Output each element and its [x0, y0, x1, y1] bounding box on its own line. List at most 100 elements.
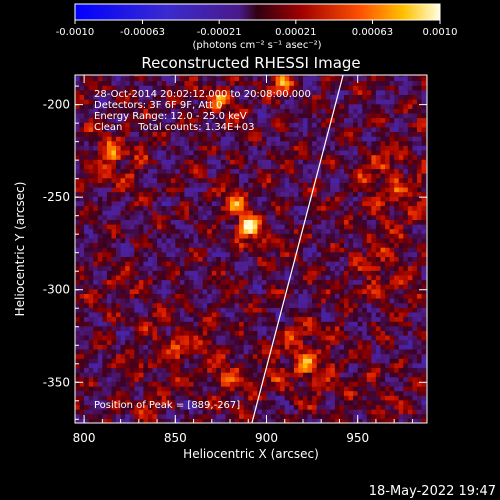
- heatmap-cell: [97, 279, 103, 285]
- heatmap-cell: [298, 126, 304, 132]
- heatmap-cell: [344, 191, 350, 197]
- heatmap-cell: [275, 200, 281, 207]
- heatmap-cell: [102, 284, 108, 290]
- heatmap-cell: [298, 321, 304, 327]
- heatmap-cell: [161, 150, 167, 156]
- heatmap-cell: [243, 399, 249, 406]
- heatmap-cell: [334, 298, 341, 304]
- heatmap-cell: [225, 349, 231, 355]
- heatmap-cell: [84, 390, 90, 396]
- heatmap-cell: [339, 140, 345, 146]
- heatmap-cell: [111, 288, 117, 294]
- heatmap-cell: [106, 335, 113, 341]
- heatmap-cell: [234, 187, 240, 193]
- heatmap-cell: [116, 191, 122, 197]
- heatmap-cell: [334, 381, 341, 387]
- heatmap-cell: [120, 339, 126, 345]
- heatmap-cell: [189, 330, 195, 336]
- heatmap-cell: [248, 99, 254, 105]
- heatmap-cell: [271, 182, 277, 188]
- heatmap-cell: [170, 75, 176, 82]
- heatmap-cell: [102, 200, 108, 207]
- heatmap-cell: [88, 214, 94, 220]
- heatmap-cell: [353, 330, 359, 336]
- heatmap-cell: [93, 247, 99, 253]
- heatmap-cell: [211, 390, 217, 396]
- heatmap-cell: [298, 85, 304, 91]
- heatmap-cell: [116, 413, 122, 419]
- heatmap-cell: [125, 325, 131, 331]
- heatmap-cell: [84, 80, 90, 86]
- heatmap-cell: [230, 367, 236, 373]
- heatmap-cell: [166, 85, 172, 91]
- heatmap-cell: [371, 376, 377, 382]
- heatmap-cell: [230, 103, 236, 109]
- heatmap-cell: [339, 413, 345, 419]
- heatmap-cell: [280, 325, 286, 331]
- heatmap-cell: [275, 293, 281, 299]
- heatmap-cell: [344, 247, 350, 253]
- heatmap-cell: [111, 117, 117, 123]
- heatmap-cell: [225, 418, 231, 423]
- heatmap-cell: [234, 339, 240, 345]
- heatmap-cell: [366, 159, 372, 165]
- heatmap-cell: [298, 75, 304, 82]
- heatmap-cell: [179, 200, 186, 207]
- heatmap-cell: [307, 376, 313, 382]
- heatmap-cell: [111, 404, 117, 410]
- heatmap-cell: [280, 404, 286, 410]
- heatmap-cell: [334, 279, 341, 285]
- heatmap-cell: [275, 251, 281, 257]
- heatmap-cell: [202, 205, 208, 211]
- heatmap-cell: [202, 284, 208, 290]
- heatmap-cell: [303, 205, 309, 211]
- heatmap-cell: [116, 205, 122, 211]
- heatmap-cell: [348, 75, 354, 82]
- heatmap-cell: [293, 270, 300, 276]
- heatmap-cell: [198, 293, 204, 299]
- heatmap-cell: [316, 117, 322, 123]
- heatmap-cell: [125, 136, 131, 142]
- heatmap-cell: [148, 126, 154, 132]
- heatmap-cell: [252, 288, 258, 294]
- heatmap-cell: [325, 261, 331, 267]
- heatmap-cell: [316, 112, 322, 119]
- heatmap-cell: [170, 108, 176, 114]
- heatmap-cell: [293, 413, 300, 419]
- heatmap-cell: [280, 200, 286, 207]
- heatmap-cell: [325, 233, 331, 239]
- heatmap-cell: [252, 99, 258, 105]
- heatmap-cell: [152, 163, 158, 170]
- heatmap-cell: [211, 228, 217, 234]
- heatmap-cell: [161, 330, 167, 336]
- heatmap-cell: [275, 145, 281, 151]
- heatmap-cell: [88, 219, 94, 225]
- heatmap-cell: [175, 381, 181, 387]
- heatmap-cell: [102, 325, 108, 331]
- heatmap-cell: [216, 298, 222, 304]
- heatmap-cell: [161, 112, 167, 119]
- heatmap-cell: [157, 288, 163, 294]
- heatmap-cell: [293, 242, 300, 248]
- heatmap-cell: [362, 404, 368, 410]
- heatmap-cell: [157, 284, 163, 290]
- heatmap-cell: [106, 381, 113, 387]
- heatmap-cell: [344, 302, 350, 308]
- heatmap-cell: [280, 293, 286, 299]
- heatmap-cell: [330, 80, 336, 86]
- heatmap-cell: [271, 311, 277, 318]
- heatmap-cell: [161, 302, 167, 308]
- heatmap-cell: [339, 99, 345, 105]
- heatmap-cell: [170, 233, 176, 239]
- heatmap-cell: [348, 228, 354, 234]
- heatmap-cell: [284, 117, 290, 123]
- heatmap-cell: [371, 284, 377, 290]
- heatmap-cell: [344, 205, 350, 211]
- heatmap-cell: [312, 330, 318, 336]
- heatmap-cell: [120, 270, 126, 276]
- heatmap-cell: [230, 154, 236, 160]
- heatmap-cell: [344, 335, 350, 341]
- heatmap-cell: [325, 122, 331, 128]
- heatmap-cell: [261, 353, 268, 359]
- heatmap-cell: [129, 126, 135, 132]
